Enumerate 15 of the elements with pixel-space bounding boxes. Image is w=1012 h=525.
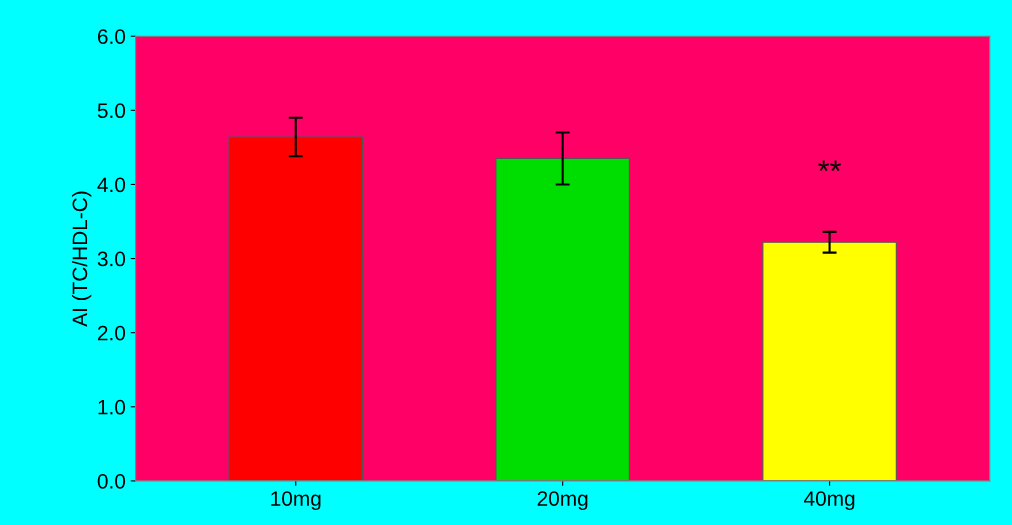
bar [228, 136, 364, 481]
x-tick-label: 10mg [271, 491, 321, 511]
x-tick-label: 40mg [804, 491, 855, 511]
y-tick-label: 5.0 [97, 103, 126, 119]
y-tick-label: 4.0 [97, 177, 126, 193]
annotation: ** [818, 160, 841, 172]
y-axis-title: AI (TC/HDL-C) [71, 191, 92, 327]
y-tick-label: 2.0 [97, 325, 126, 341]
bar [495, 157, 630, 481]
y-tick-label: 0.0 [97, 473, 126, 489]
y-tick-label: 3.0 [97, 251, 126, 267]
y-tick-label: 6.0 [97, 29, 126, 44]
x-tick-label: 20mg [537, 491, 588, 511]
bar [762, 241, 897, 481]
y-tick-label: 1.0 [98, 399, 126, 415]
